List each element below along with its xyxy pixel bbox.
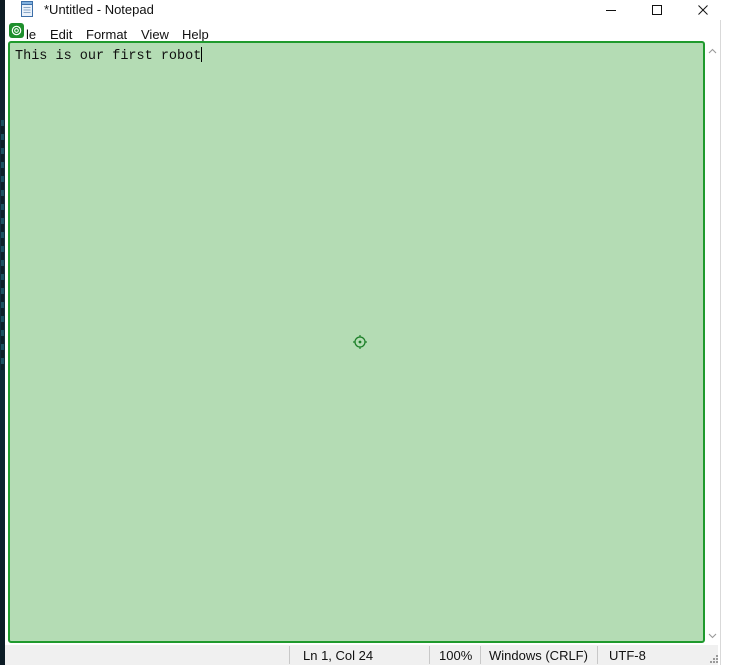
editor-text: This is our first robot [15, 49, 202, 64]
crosshair-icon [353, 335, 367, 349]
menu-file[interactable]: le [26, 27, 37, 42]
menu-help[interactable]: Help [182, 27, 209, 42]
target-marker-icon [9, 23, 24, 38]
editor-content[interactable]: This is our first robot [15, 47, 203, 64]
status-bar: Ln 1, Col 24 100% Windows (CRLF) UTF-8 [5, 645, 718, 665]
status-encoding: UTF-8 [609, 648, 646, 663]
status-divider [289, 646, 290, 664]
resize-grip-icon[interactable] [710, 655, 719, 664]
status-zoom: 100% [439, 648, 473, 663]
window-title: *Untitled - Notepad [44, 2, 154, 17]
status-divider [480, 646, 481, 664]
menu-format[interactable]: Format [86, 27, 128, 42]
minimize-icon [606, 10, 616, 11]
status-line-endings: Windows (CRLF) [489, 648, 588, 663]
scroll-down-button[interactable] [707, 630, 718, 641]
scroll-up-button[interactable] [707, 45, 718, 56]
close-button[interactable] [680, 0, 726, 20]
menu-edit[interactable]: Edit [50, 27, 73, 42]
title-bar[interactable]: *Untitled - Notepad [5, 0, 731, 20]
vertical-scrollbar[interactable] [707, 41, 718, 643]
maximize-icon [652, 5, 662, 15]
close-icon [698, 5, 708, 15]
notepad-icon [20, 1, 34, 17]
chevron-up-icon [708, 48, 717, 53]
status-cursor-position: Ln 1, Col 24 [303, 648, 374, 663]
text-caret [201, 47, 203, 62]
menu-view[interactable]: View [141, 27, 169, 42]
window-edge-line [720, 20, 721, 665]
status-divider [597, 646, 598, 664]
text-editor-area[interactable]: This is our first robot [8, 41, 705, 643]
desktop-background-strip [0, 0, 5, 665]
window-right-border [718, 20, 731, 665]
status-divider [429, 646, 430, 664]
menu-bar: le Edit Format View Help [5, 22, 717, 42]
chevron-down-icon [708, 633, 717, 638]
maximize-button[interactable] [634, 0, 680, 20]
minimize-button[interactable] [588, 0, 634, 20]
